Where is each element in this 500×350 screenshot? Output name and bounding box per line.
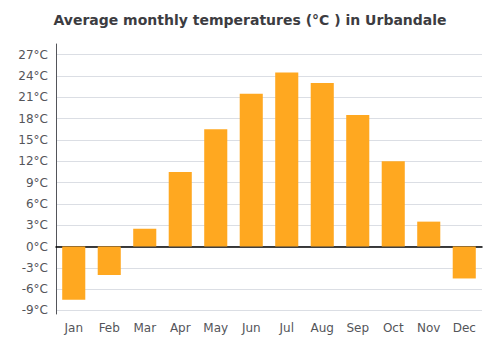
svg-text:Mar: Mar	[133, 321, 156, 335]
svg-text:Jan: Jan	[64, 321, 84, 335]
svg-text:21°C: 21°C	[18, 90, 48, 104]
svg-text:-3°C: -3°C	[22, 261, 48, 275]
svg-text:Jul: Jul	[279, 321, 294, 335]
svg-text:-6°C: -6°C	[22, 282, 48, 296]
svg-text:-9°C: -9°C	[22, 303, 48, 317]
svg-text:6°C: 6°C	[26, 197, 48, 211]
svg-text:18°C: 18°C	[18, 112, 48, 126]
svg-text:Feb: Feb	[99, 321, 120, 335]
svg-text:0°C: 0°C	[26, 240, 48, 254]
svg-text:Jun: Jun	[241, 321, 261, 335]
svg-text:Sep: Sep	[346, 321, 369, 335]
svg-text:15°C: 15°C	[18, 133, 48, 147]
svg-text:Dec: Dec	[453, 321, 476, 335]
svg-text:Average monthly temperatures (: Average monthly temperatures (°C ) in Ur…	[53, 12, 446, 28]
svg-text:Apr: Apr	[170, 321, 191, 335]
svg-text:27°C: 27°C	[18, 48, 48, 62]
svg-text:Nov: Nov	[417, 321, 440, 335]
svg-text:24°C: 24°C	[18, 69, 48, 83]
svg-text:Oct: Oct	[383, 321, 404, 335]
svg-text:12°C: 12°C	[18, 154, 48, 168]
svg-text:May: May	[203, 321, 228, 335]
svg-text:3°C: 3°C	[26, 218, 48, 232]
svg-text:9°C: 9°C	[26, 176, 48, 190]
svg-text:Aug: Aug	[311, 321, 334, 335]
